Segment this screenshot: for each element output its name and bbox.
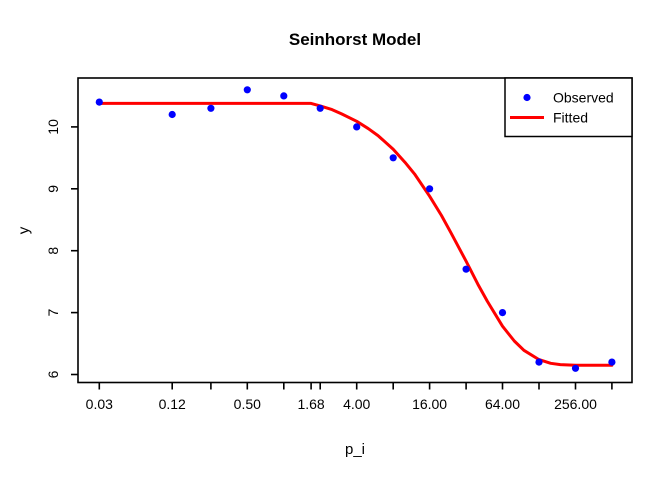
x-tick-label: 4.00 (343, 396, 370, 412)
legend-label-observed: Observed (553, 90, 614, 106)
observed-point (498, 309, 507, 317)
x-tick-label: 0.50 (234, 396, 261, 412)
plot-title: Seinhorst Model (288, 30, 422, 49)
legend-observed-marker (523, 93, 531, 102)
x-axis-label: p_i (344, 441, 366, 458)
observed-point (608, 358, 616, 366)
fitted-line (97, 101, 614, 367)
plot-box (77, 77, 633, 384)
y-tick-label: 6 (45, 370, 61, 378)
observed-point (426, 185, 434, 193)
observed-point (280, 92, 288, 100)
observed-point (95, 98, 103, 106)
y-tick-label: 8 (45, 247, 61, 255)
x-tick-label: 256.00 (554, 396, 597, 412)
observed-point (168, 110, 176, 119)
observed-point (316, 104, 324, 112)
observed-point (571, 364, 580, 372)
x-tick-label: 0.12 (159, 396, 186, 412)
y-tick-label: 10 (45, 119, 61, 135)
x-tick-label: 0.03 (86, 396, 113, 412)
observed-point (535, 358, 543, 366)
x-tick-label: 64.00 (485, 396, 520, 412)
y-tick-label: 7 (45, 308, 61, 316)
legend-label-fitted: Fitted (553, 110, 588, 126)
observed-point (243, 86, 251, 94)
legend-box (504, 77, 633, 138)
observed-point (462, 265, 470, 273)
x-tick-label: 16.00 (412, 396, 447, 412)
y-tick-label: 9 (45, 185, 61, 193)
observed-point (389, 154, 397, 162)
observed-point (207, 104, 215, 112)
observed-point (353, 123, 361, 131)
x-tick-label: 1.68 (297, 396, 324, 412)
